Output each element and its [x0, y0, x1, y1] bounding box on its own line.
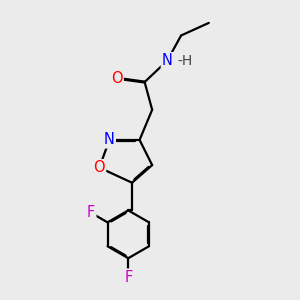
Text: O: O [94, 160, 105, 175]
Text: F: F [124, 270, 132, 285]
Text: -H: -H [178, 54, 193, 68]
Text: F: F [87, 206, 95, 220]
Text: N: N [104, 132, 115, 147]
Text: N: N [162, 53, 173, 68]
Text: O: O [111, 71, 123, 86]
